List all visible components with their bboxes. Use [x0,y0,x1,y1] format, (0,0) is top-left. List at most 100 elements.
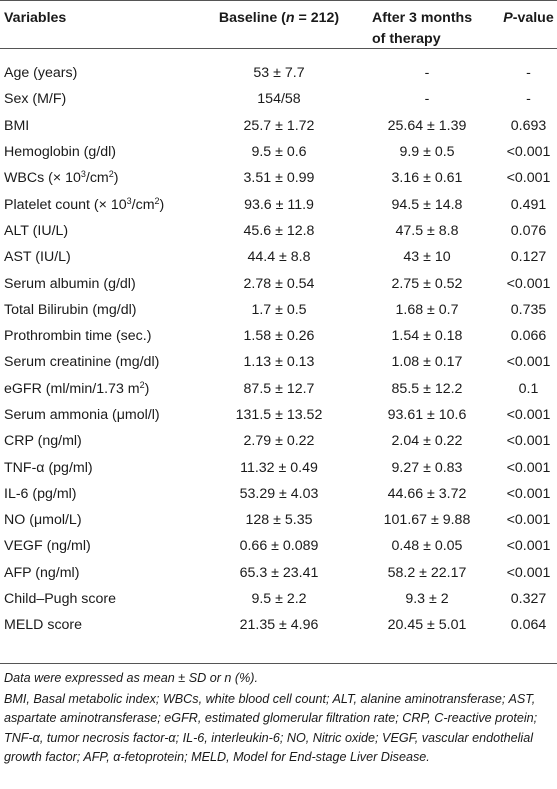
cell-p-value: 0.076 [510,222,547,239]
cell-after-therapy: 9.27 ± 0.83 [391,459,463,476]
cell-variable: eGFR (ml/min/1.73 m2) [0,376,198,402]
cell-p-value: <0.001 [506,170,551,187]
cell-p-value: <0.001 [506,354,551,371]
cell-variable: VEGF (ng/ml) [4,538,91,555]
cell-baseline: 25.7 ± 1.72 [243,117,315,134]
cell-p-value: 0.127 [510,249,547,266]
cell-variable: MELD score [4,617,83,634]
cell-baseline: 2.78 ± 0.54 [243,275,315,292]
cell-p-value: <0.001 [506,459,551,476]
table-row: CRP (ng/ml) 2.79 ± 0.22 2.04 ± 0.22 <0.001 [0,428,557,454]
bottom-rule [0,663,557,664]
cell-baseline: 1.7 ± 0.5 [251,301,307,318]
table-footnotes: Data were expressed as mean ± SD or n (%… [4,669,554,768]
header-after-therapy: After 3 months of therapy [372,10,473,47]
cell-after-therapy: 20.45 ± 5.01 [387,617,467,634]
variable-part: ) [113,170,119,187]
header-rule [0,48,557,49]
table-body: Age (years) 53 ± 7.7 - - Sex (M/F) 154/58 - - BM… [0,50,557,639]
cell-p-value: 0.693 [510,117,547,134]
cell-p-value: <0.001 [506,407,551,423]
cell-variable: Platelet count (× 103/cm2) [0,191,198,217]
header-p-value: P-value [503,10,554,26]
cell-baseline: 128 ± 5.35 [245,512,313,529]
cell-variable: Hemoglobin (g/dl) [4,144,116,161]
cell-baseline: 1.58 ± 0.26 [243,328,315,345]
cell-p-value: - [526,91,531,108]
cell-variable: TNF-α (pg/ml) [4,459,93,476]
footnote-data-expression: Data were expressed as mean ± SD or n (%… [4,671,258,685]
variable-part: 3 [80,169,86,180]
cell-variable: IL-6 (pg/ml) [4,485,77,502]
cell-variable: Age (years) [4,65,78,82]
cell-p-value: <0.001 [506,275,551,292]
cell-baseline: 11.32 ± 0.49 [240,459,318,476]
cell-variable: Prothrombin time (sec.) [4,328,152,345]
table-row: NO (μmol/L) 128 ± 5.35 101.67 ± 9.88 <0.001 [0,507,557,533]
cell-p-value: <0.001 [506,512,551,529]
cell-baseline: 3.51 ± 0.99 [243,170,315,187]
footnote-abbreviations: BMI, Basal metabolic index; WBCs, white … [4,691,538,765]
table-row: MELD score 21.35 ± 4.96 20.45 ± 5.01 0.064 [0,612,557,638]
cell-after-therapy: 9.9 ± 0.5 [399,144,455,161]
cell-baseline: 53.29 ± 4.03 [239,485,319,502]
cell-after-therapy: 101.67 ± 9.88 [383,512,471,529]
table-row: WBCs (× 103/cm2) 3.51 ± 0.99 3.16 ± 0.61 <0… [0,165,557,191]
cell-after-therapy: 93.61 ± 10.6 [387,407,467,423]
cell-after-therapy: - [424,91,430,108]
table-row: eGFR (ml/min/1.73 m2) 87.5 ± 12.7 85.5 ± 1… [0,376,557,402]
variable-part: 2 [139,379,145,390]
cell-p-value: <0.001 [506,485,551,502]
cell-baseline: 93.6 ± 11.9 [244,196,314,213]
variable-part: Platelet count (× 10 [4,196,127,213]
table-row: BMI 25.7 ± 1.72 25.64 ± 1.39 0.693 [0,113,557,139]
variable-part: ) [144,380,150,397]
table-row: Serum ammonia (μmol/l) 131.5 ± 13.52 93.61… [0,402,557,428]
cell-variable: ALT (IU/L) [4,222,69,239]
cell-baseline: 9.5 ± 2.2 [251,591,307,608]
table-row: Total Bilirubin (mg/dl) 1.7 ± 0.5 1.68 ± 0… [0,297,557,323]
cell-p-value: 0.327 [510,591,547,608]
table-row: TNF-α (pg/ml) 11.32 ± 0.49 9.27 ± 0.83 <0.0… [0,454,557,480]
cell-after-therapy: 2.04 ± 0.22 [391,433,463,450]
variable-part: 3 [126,195,132,206]
cell-after-therapy: 0.48 ± 0.05 [391,538,463,555]
cell-after-therapy: 58.2 ± 22.17 [387,564,467,581]
cell-p-value: <0.001 [506,564,551,581]
cell-after-therapy: 2.75 ± 0.52 [391,275,463,292]
cell-after-therapy: - [424,65,430,82]
cell-baseline: 1.13 ± 0.13 [243,354,315,371]
cell-baseline: 87.5 ± 12.7 [243,380,315,397]
cell-p-value: 0.064 [510,617,547,634]
table-row: Sex (M/F) 154/58 - - [0,86,557,112]
cell-p-value: 0.066 [510,328,547,345]
cell-p-value: <0.001 [506,144,551,161]
table-row: Age (years) 53 ± 7.7 - - [0,50,557,86]
cell-p-value: - [526,65,531,82]
cell-baseline: 131.5 ± 13.52 [235,407,323,423]
cell-baseline: 53 ± 7.7 [253,65,305,82]
cell-variable: NO (μmol/L) [4,512,82,529]
table-row: Prothrombin time (sec.) 1.58 ± 0.26 1.54 ±… [0,323,557,349]
variable-part: WBCs (× 10 [4,170,81,187]
variable-part: eGFR (ml/min/1.73 m [4,380,140,397]
cell-baseline: 44.4 ± 8.8 [247,249,311,266]
cell-variable: Serum creatinine (mg/dl) [4,354,160,371]
top-rule [0,0,557,1]
cell-variable: Sex (M/F) [4,91,67,108]
cell-variable: AST (IU/L) [4,249,71,266]
table-row: ALT (IU/L) 45.6 ± 12.8 47.5 ± 8.8 0.076 [0,218,557,244]
header-baseline: Baseline (n = 212) [218,10,340,26]
cell-variable: AFP (ng/ml) [4,564,80,581]
cell-after-therapy: 1.08 ± 0.17 [391,354,463,371]
cell-after-therapy: 25.64 ± 1.39 [387,117,467,134]
table-row: Serum albumin (g/dl) 2.78 ± 0.54 2.75 ± 0.… [0,270,557,296]
cell-baseline: 154/58 [257,91,301,108]
cell-p-value: 0.1 [518,380,539,397]
cell-p-value: 0.491 [510,196,547,213]
cell-after-therapy: 1.54 ± 0.18 [391,328,463,345]
cell-after-therapy: 1.68 ± 0.7 [395,301,459,318]
variable-part: ) [159,196,165,213]
variable-part: 2 [108,169,114,180]
cell-variable: BMI [4,117,30,134]
